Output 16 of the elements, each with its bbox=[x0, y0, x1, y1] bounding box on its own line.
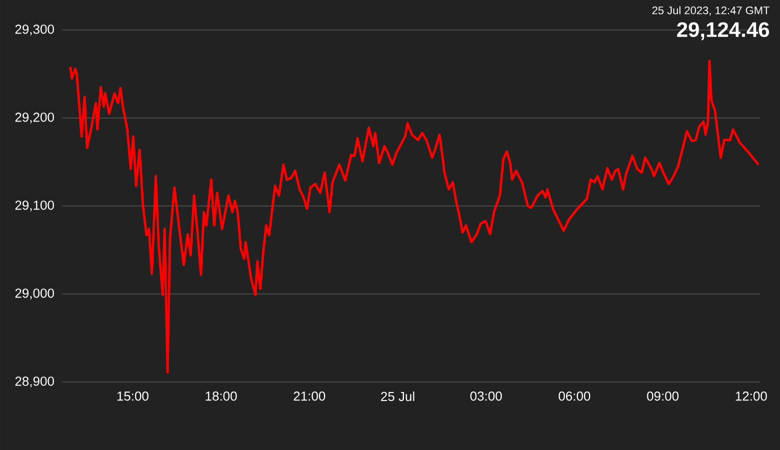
x-tick-label: 12:00 bbox=[736, 392, 767, 401]
x-tick-label: 18:00 bbox=[206, 392, 237, 401]
x-tick-label: 25 Jul bbox=[381, 392, 414, 402]
y-tick-label: 29,000 bbox=[15, 288, 54, 300]
y-tick-label: 29,200 bbox=[15, 112, 54, 124]
y-tick-label: 29,300 bbox=[15, 24, 54, 36]
y-tick-label: 28,900 bbox=[15, 376, 54, 388]
y-tick-label: 29,100 bbox=[15, 200, 54, 212]
annotation: 29,124.46 bbox=[677, 22, 770, 40]
x-tick-label: 06:00 bbox=[558, 392, 590, 401]
x-tick-label: 09:00 bbox=[647, 392, 679, 401]
x-tick-label: 03:00 bbox=[470, 392, 502, 401]
line-series bbox=[69, 60, 760, 374]
x-tick-label: 21:00 bbox=[294, 392, 326, 401]
text: 25 Jul 2023, 12:47 GMT bbox=[652, 6, 770, 16]
x-tick-label: 15:00 bbox=[117, 392, 148, 401]
